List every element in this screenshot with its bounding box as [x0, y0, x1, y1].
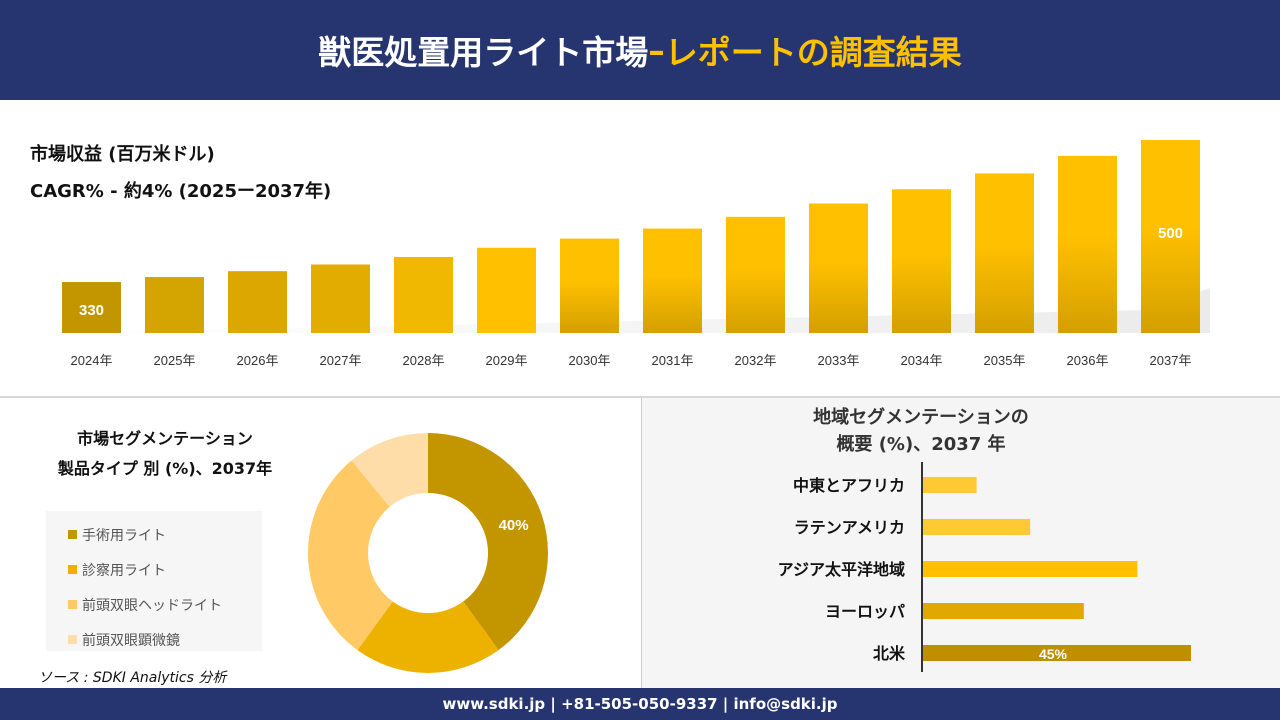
revenue-chart-title: 市場収益 (百万米ドル) [30, 144, 215, 165]
product-donut-chart: 40% [308, 433, 548, 673]
donut-slice-手術用ライト [428, 433, 548, 651]
region-title-line2: 概要 (%)、2037 年 [836, 434, 1006, 455]
region-panel: 地域セグメンテーションの 概要 (%)、2037 年 中東とアフリカ ラテンアメリ… [641, 398, 1280, 688]
title-accent: レポートの調査結果 [664, 33, 962, 72]
footer-contact: www.sdki.jp | +81-505-050-9337 | info@sd… [0, 688, 1280, 720]
bar-2029年 [477, 247, 536, 333]
legend-swatch [68, 600, 77, 609]
bar-2032年 [726, 216, 785, 333]
x-tick-label: 2036年 [1067, 353, 1109, 368]
bar-2036年 [1058, 155, 1117, 333]
x-tick-label: 2025年 [154, 353, 196, 368]
x-tick-label: 2027年 [320, 353, 362, 368]
donut-legend: 手術用ライト 診察用ライト前頭双眼ヘッドライト 前頭双眼顕微鏡 [46, 511, 262, 651]
legend-item: 前頭双眼顕微鏡 [68, 622, 262, 657]
bar-2025年 [145, 277, 204, 333]
region-title-line1: 地域セグメンテーションの [813, 407, 1029, 428]
bar-中東とアフリカ [923, 477, 977, 493]
x-tick-label: 2033年 [818, 353, 860, 368]
x-tick-label: 2030年 [569, 353, 611, 368]
data-label: 40% [499, 517, 529, 534]
bar-2026年 [228, 271, 287, 333]
legend-swatch [68, 565, 77, 574]
legend-label: 前頭双眼顕微鏡 [82, 632, 180, 649]
cagr-subtitle: CAGR% - 約4% (2025ー2037年) [30, 181, 332, 202]
bar-2030年 [560, 238, 619, 333]
category-label: ラテンアメリカ [794, 519, 905, 537]
data-label: 500 [1158, 225, 1183, 242]
donut-slice-前頭双眼ヘッドライト [308, 460, 393, 651]
revenue-bar-chart: 2024年 330 2025年 2026年 2027年 2028年 2029年 2030年 20… [62, 140, 1210, 368]
x-tick-label: 2032年 [735, 353, 777, 368]
legend-label: 診察用ライト [82, 562, 166, 579]
bar-2027年 [311, 264, 370, 333]
legend-item: 前頭双眼ヘッドライト [68, 587, 262, 622]
region-title: 地域セグメンテーションの 概要 (%)、2037 年 [642, 404, 1280, 458]
category-label: ヨーロッパ [825, 603, 905, 621]
legend-item: 診察用ライト [68, 552, 262, 587]
x-tick-label: 2026年 [237, 353, 279, 368]
data-label: 330 [79, 302, 104, 319]
bar-2037年 [1141, 140, 1200, 333]
title-main: 獣医処置用ライト市場 [318, 33, 649, 72]
legend-label: 前頭双眼ヘッドライト [82, 597, 222, 614]
category-label: アジア太平洋地域 [778, 560, 905, 579]
data-label: 45% [1039, 646, 1068, 662]
bar-2033年 [809, 203, 868, 333]
category-label: 中東とアフリカ [793, 476, 905, 495]
legend-swatch [68, 635, 77, 644]
x-tick-label: 2024年 [71, 353, 113, 368]
legend-swatch [68, 530, 77, 539]
page-header: 獣医処置用ライト市場 – レポートの調査結果 [0, 0, 1280, 100]
segment-subtitle: 製品タイプ 別 (%)、2037年 [57, 459, 273, 478]
bar-北米 [923, 645, 1191, 661]
legend-item: 手術用ライト [68, 517, 262, 552]
x-tick-label: 2031年 [652, 353, 694, 368]
x-tick-label: 2034年 [901, 353, 943, 368]
x-tick-label: 2029年 [486, 353, 528, 368]
legend-label: 手術用ライト [82, 527, 166, 544]
bar-2031年 [643, 228, 702, 333]
donut-slice-診察用ライト [357, 601, 499, 673]
donut-slice-前頭双眼顕微鏡 [351, 433, 428, 507]
x-tick-label: 2037年 [1150, 353, 1192, 368]
title-separator: – [648, 30, 665, 70]
bar-2028年 [394, 256, 453, 333]
product-segment-title: 市場セグメンテーション 製品タイプ 別 (%)、2037年 [20, 424, 310, 484]
bar-2035年 [975, 173, 1034, 333]
bar-ヨーロッパ [923, 603, 1084, 619]
divider [0, 396, 1280, 398]
source-note: ソース : SDKI Analytics 分析 [38, 670, 227, 686]
bar-2034年 [892, 189, 951, 333]
bar-ラテンアメリカ [923, 519, 1031, 535]
bar-2024年 [62, 282, 121, 333]
bar-アジア太平洋地域 [923, 561, 1138, 577]
x-tick-label: 2028年 [403, 353, 445, 368]
x-tick-label: 2035年 [984, 353, 1026, 368]
category-label: 北米 [873, 644, 906, 663]
segment-title: 市場セグメンテーション [77, 429, 253, 448]
